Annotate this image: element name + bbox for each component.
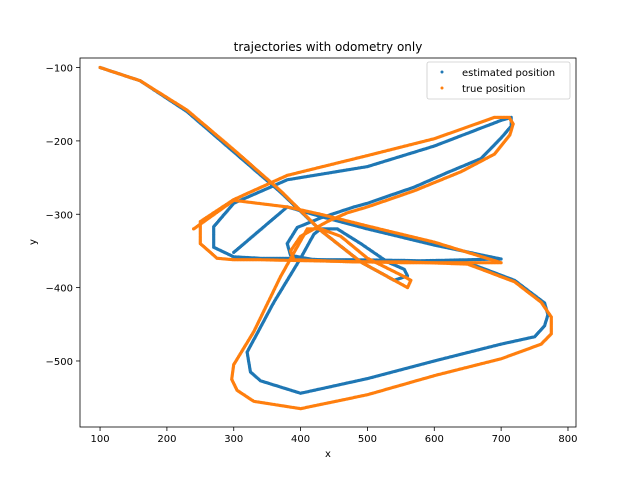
chart-title: trajectories with odometry only: [234, 40, 423, 54]
y-tick-label: −500: [46, 357, 73, 368]
x-tick-label: 100: [91, 434, 110, 445]
x-tick-label: 200: [157, 434, 176, 445]
data-point: [232, 250, 236, 254]
legend-box: [426, 61, 571, 100]
x-tick-label: 800: [558, 434, 577, 445]
legend-marker-estimated: [440, 70, 444, 74]
y-tick-label: −200: [46, 137, 73, 148]
x-tick-label: 300: [224, 434, 243, 445]
y-axis-label: y: [28, 239, 39, 245]
series-1: [98, 65, 553, 411]
legend-label-estimated: estimated position: [462, 68, 555, 79]
axis-ticks: 100 200 300 400 500 600 700 800 −100 −200 −300 −400…: [46, 64, 578, 445]
y-tick-label: −400: [46, 284, 73, 295]
x-tick-label: 700: [492, 434, 511, 445]
plot-frame: [79, 57, 577, 428]
y-tick-label: −300: [46, 210, 73, 221]
legend-marker-true: [440, 86, 444, 90]
data-point: [192, 227, 196, 231]
x-tick-label: 400: [291, 434, 310, 445]
plot-area: [98, 65, 553, 411]
legend: estimated position true position: [426, 61, 571, 100]
x-tick-label: 600: [425, 434, 444, 445]
legend-label-true: true position: [462, 84, 525, 95]
x-axis-label: x: [325, 449, 331, 460]
y-tick-label: −100: [46, 64, 73, 75]
x-tick-label: 500: [358, 434, 377, 445]
